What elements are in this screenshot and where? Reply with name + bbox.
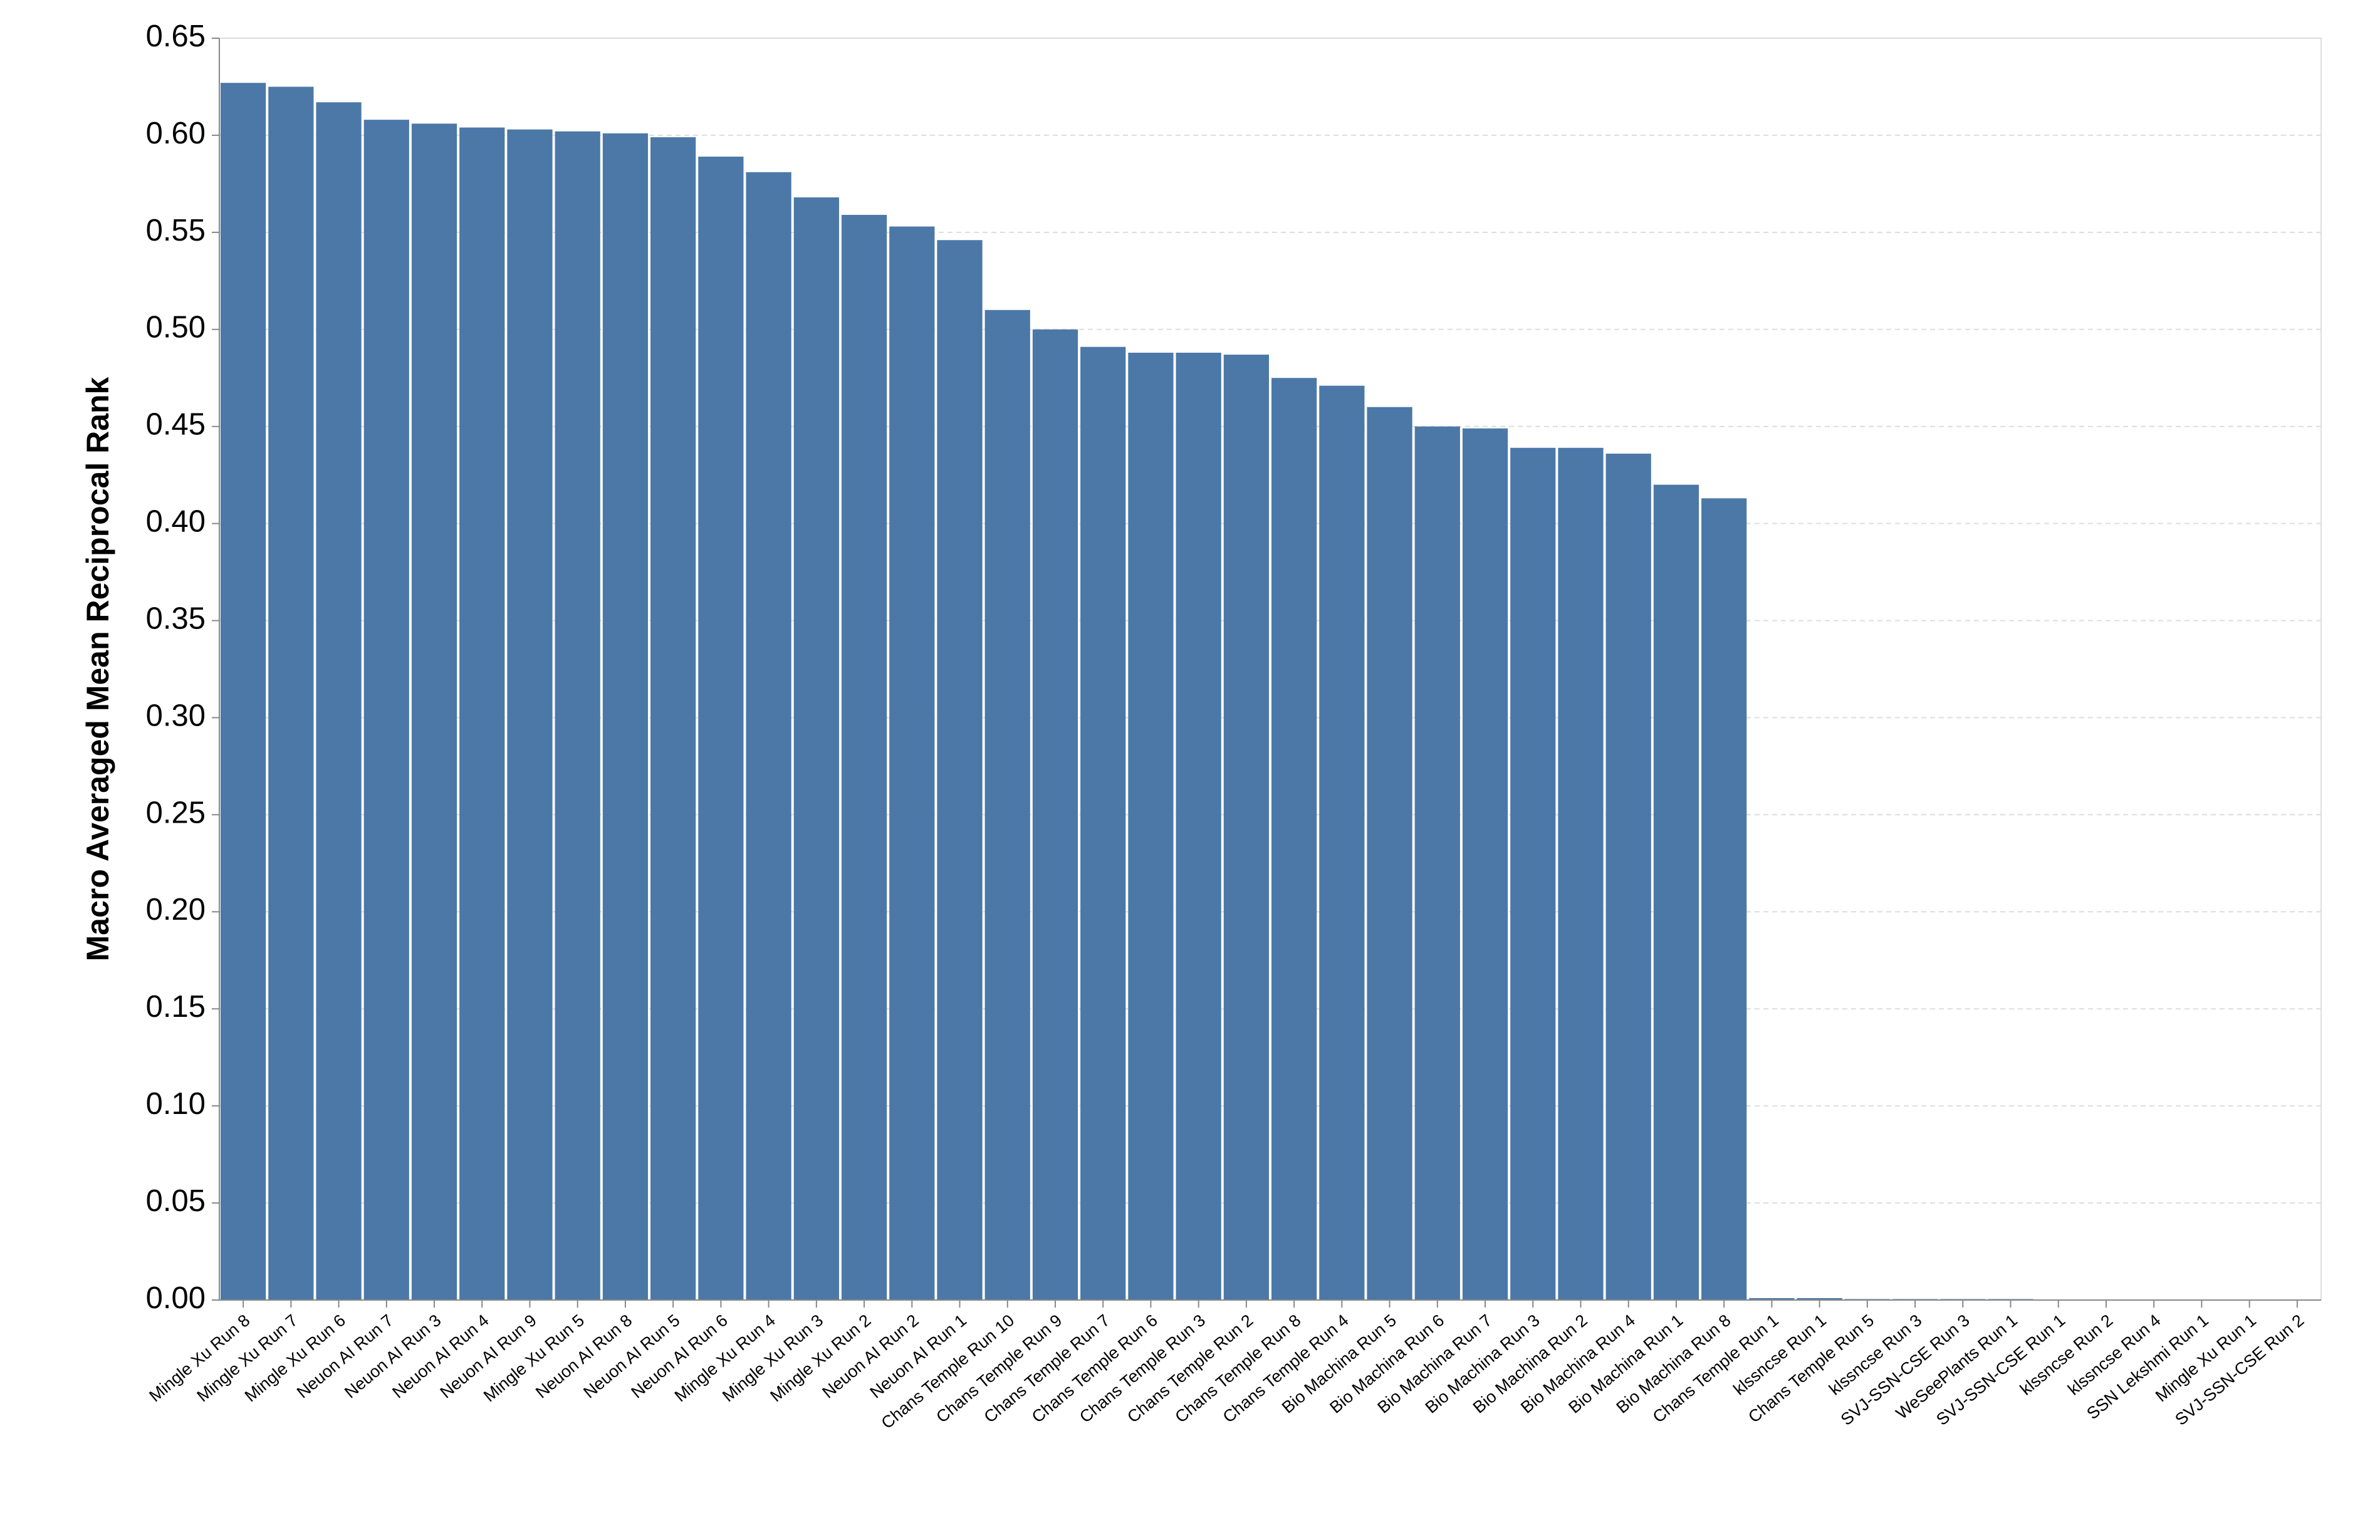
bar — [1032, 329, 1078, 1300]
bar — [316, 102, 362, 1300]
bar — [1319, 385, 1365, 1300]
y-tick-label: 0.55 — [146, 214, 206, 247]
y-tick-label: 0.60 — [146, 117, 206, 150]
bar — [1128, 352, 1174, 1301]
bar — [411, 123, 457, 1301]
bar — [1462, 428, 1508, 1300]
bar — [363, 120, 409, 1301]
bar — [1653, 484, 1699, 1300]
bar — [650, 137, 696, 1301]
bar — [1367, 407, 1412, 1300]
y-tick-label: 0.65 — [146, 19, 206, 53]
bar — [937, 240, 983, 1300]
y-tick-label: 0.45 — [146, 408, 206, 442]
bar — [746, 172, 791, 1301]
bar — [1510, 447, 1556, 1300]
bar — [507, 129, 553, 1300]
y-tick-label: 0.25 — [146, 796, 206, 830]
bar — [268, 86, 314, 1300]
bar — [1176, 352, 1221, 1301]
bar — [602, 133, 649, 1301]
bar — [841, 214, 887, 1301]
bar — [698, 157, 744, 1301]
y-tick-label: 0.35 — [146, 601, 206, 635]
y-tick-label: 0.05 — [146, 1184, 206, 1218]
bar — [1271, 378, 1317, 1301]
bar — [889, 226, 935, 1300]
bar — [1749, 1298, 1795, 1300]
bar — [459, 127, 505, 1300]
y-tick-label: 0.40 — [146, 505, 206, 539]
bar — [1558, 447, 1604, 1300]
y-tick-label: 0.30 — [146, 699, 206, 732]
bar — [793, 197, 839, 1300]
bar — [984, 310, 1030, 1300]
bar — [1223, 355, 1269, 1300]
bar — [221, 83, 266, 1300]
y-tick-label: 0.15 — [146, 990, 206, 1024]
bar — [1080, 346, 1126, 1300]
bar — [555, 131, 600, 1300]
y-tick-label: 0.10 — [146, 1087, 206, 1121]
bar — [1605, 454, 1651, 1300]
bar — [1797, 1298, 1842, 1300]
y-axis-label: Macro Averaged Mean Reciprocal Rank — [80, 377, 115, 961]
y-tick-label: 0.00 — [146, 1281, 206, 1315]
bar — [1701, 498, 1747, 1300]
bar — [1414, 426, 1460, 1300]
y-tick-label: 0.20 — [146, 893, 206, 927]
y-tick-label: 0.50 — [146, 311, 206, 345]
